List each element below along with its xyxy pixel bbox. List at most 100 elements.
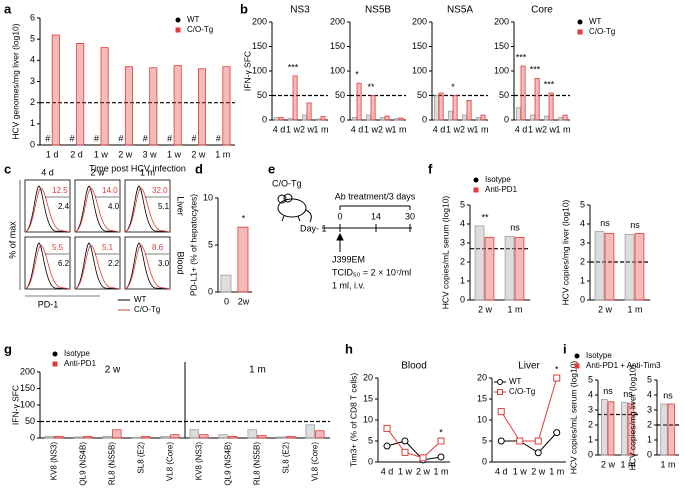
bar [306,102,312,121]
annotation: * [439,427,443,437]
x-tick-label: 2 w [118,149,133,159]
y-tick-label: 200 [252,16,267,26]
legend-label: C/O-Tg [589,27,615,36]
bar [73,436,83,439]
bar [287,118,293,121]
bar [228,435,238,439]
chart-title: Core [531,5,553,16]
panel-label: d [195,161,203,176]
x-tick-label: 2 d [70,149,83,159]
y-axis-label: Tim3+ (% of CD8 T cells) [348,373,358,468]
panel-label: g [4,341,12,356]
x-tick-label: VL8 (Core) [311,442,320,481]
legend-marker [577,29,583,35]
legend-marker [52,361,58,367]
x-tick-label: QL9 (NS4B) [79,442,88,486]
y-tick-label: 4 [588,389,593,399]
mouse-icon [277,193,312,223]
y-tick-label: 10 [203,192,213,202]
day-label: Day- 1 [300,223,327,233]
x-tick-label: RL8 (NS5B) [108,442,117,485]
x-tick-label: 1 w [167,149,182,159]
x-tick-label: 4 d [515,124,528,134]
legend-marker [473,177,479,183]
legend-label: WT [134,295,147,304]
gate-value-wt: 5.1 [158,202,170,211]
x-tick-label: 2 w [598,304,613,314]
group-label: 2 w [105,365,121,376]
gate-value-tg: 5.1 [102,243,114,252]
y-tick-label: 3 [30,76,35,86]
legend-label: Anti-PD1 [485,185,518,194]
annotation: ns [630,220,640,230]
y-tick-label: 0 [30,432,35,442]
y-tick-label: 5 [580,199,585,209]
chart-title: NS5A [447,5,473,16]
y-tick-label: 0 [262,114,267,124]
annotation: * [242,214,246,224]
x-tick-label: 1 m [660,459,675,469]
y-tick-label: 50 [25,416,35,426]
y-tick-label: 50 [499,90,509,100]
y-tick-label: 2 [647,419,652,429]
chart-title: Blood [401,361,427,372]
y-tick-label: 5 [208,239,213,249]
virus-label: J399EM [332,254,365,264]
bar [286,435,296,439]
bar [520,65,526,121]
annotation: ** [367,82,375,92]
annotation: # [143,133,148,143]
x-tick-label: 1 m [627,304,642,314]
bar [102,435,112,439]
x-tick-label: 1 m [549,466,564,476]
bar [660,403,668,456]
bar [475,117,481,121]
bar [447,110,453,121]
flow-cell [124,179,171,233]
annotation: * [355,70,359,80]
legend-marker [52,351,58,357]
bar [220,274,232,293]
gate-value-tg: 8.6 [152,243,164,252]
flow-cell [124,236,171,290]
route-label: 1 ml, i.v. [332,280,365,290]
bar [594,231,605,301]
panel-label: b [240,1,248,16]
bar [247,429,257,439]
bar [557,117,563,121]
annotation: ns [600,218,610,228]
bar [515,107,521,121]
marker [534,437,542,445]
tg-histogram [74,244,121,290]
marker [437,453,445,461]
y-tick-label: 200 [494,16,509,26]
annotation: # [70,133,75,143]
bar [452,95,458,121]
x-tick-label: SL8 (E2) [282,442,291,474]
x-tick-label: 1 m [473,124,488,134]
bar [604,233,615,301]
annotation: * [555,364,559,374]
bar [112,429,122,439]
chart-title: NS5B [365,5,391,16]
y-tick-label: 0 [580,294,585,304]
bar [173,65,182,146]
x-tick-label: 2 w [378,124,393,134]
y-tick-label: 200 [412,16,427,26]
flow-cell [24,236,71,290]
legend-label: Isotype [64,349,90,358]
bar [624,234,635,301]
bar [51,34,60,146]
y-tick-label: 0 [588,449,593,459]
bar [76,43,85,146]
bar [273,117,279,121]
y-tick-label: 2 [580,256,585,266]
marker [401,448,409,456]
y-tick-label: 2 [30,97,35,107]
bar [149,67,158,146]
y-axis-label: HCV copies/mg liver (log10) [627,364,637,470]
bar [607,401,615,456]
bar [474,225,485,301]
bar [218,434,228,439]
gate-value-wt: 2.2 [108,259,120,268]
